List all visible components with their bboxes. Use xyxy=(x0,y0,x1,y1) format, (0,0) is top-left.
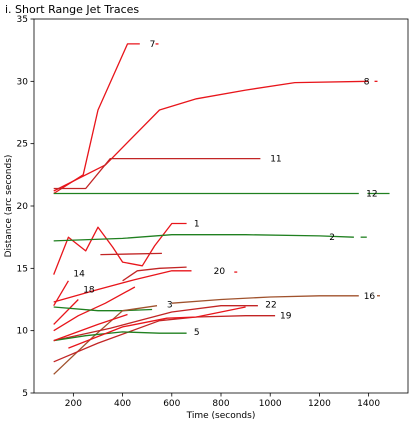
track-label-1: 1 xyxy=(194,219,200,229)
series-line-7 xyxy=(53,43,140,195)
x-tick-label: 1400 xyxy=(357,399,380,409)
series-line-18 xyxy=(53,299,79,325)
chart-title: i. Short Range Jet Traces xyxy=(5,3,139,16)
track-label-2: 2 xyxy=(329,233,335,243)
series-line-green-low xyxy=(53,306,153,312)
y-tick-label: 35 xyxy=(17,15,28,25)
series-line-21 xyxy=(68,306,246,349)
series-line-10 xyxy=(53,286,136,332)
track-label-22: 22 xyxy=(265,300,276,310)
y-tick-label: 25 xyxy=(17,140,28,150)
track-label-8: 8 xyxy=(364,77,370,87)
x-axis: 200 400 600 800 1000 1200 1400 xyxy=(65,393,380,409)
y-tick-label: 20 xyxy=(17,202,29,212)
x-tick-label: 1200 xyxy=(308,399,331,409)
x-tick-label: 200 xyxy=(65,399,82,409)
series-line-4 xyxy=(53,313,128,342)
track-label-12: 12 xyxy=(366,190,377,200)
series-line-2 xyxy=(53,234,354,242)
y-axis-title: Distance (arc seconds) xyxy=(4,155,14,258)
x-tick-label: 400 xyxy=(114,399,131,409)
series-line-6 xyxy=(100,252,162,256)
series-line-8 xyxy=(53,80,369,192)
track-label-18: 18 xyxy=(83,286,95,296)
y-tick-label: 15 xyxy=(17,264,28,274)
series-line-20 xyxy=(53,270,192,303)
series-line-9 xyxy=(122,266,187,282)
series-layer xyxy=(53,43,390,375)
track-label-3: 3 xyxy=(167,300,173,310)
y-tick-label: 10 xyxy=(17,327,29,337)
series-line-1 xyxy=(53,222,187,275)
series-line-14 xyxy=(53,280,69,307)
track-label-16: 16 xyxy=(364,292,376,302)
plot-frame xyxy=(33,18,409,394)
track-label-5: 5 xyxy=(194,328,200,338)
track-label-20: 20 xyxy=(214,267,226,277)
series-line-19 xyxy=(53,315,276,363)
x-tick-label: 800 xyxy=(212,399,229,409)
series-line-22 xyxy=(53,305,258,342)
x-tick-label: 600 xyxy=(163,399,180,409)
series-line-16 xyxy=(171,295,359,304)
series-line-3 xyxy=(53,305,158,375)
series-line-11 xyxy=(53,157,261,190)
series-line-5 xyxy=(53,331,187,342)
x-axis-title: Time (seconds) xyxy=(186,411,256,421)
y-tick-label: 30 xyxy=(17,77,29,87)
x-tick-label: 1000 xyxy=(259,399,282,409)
y-axis: 5 10 15 20 25 30 35 xyxy=(17,15,34,399)
track-label-19: 19 xyxy=(280,312,292,322)
y-tick-label: 5 xyxy=(22,389,28,399)
track-label-11: 11 xyxy=(270,155,281,165)
track-label-14: 14 xyxy=(73,269,85,279)
track-label-7: 7 xyxy=(150,40,156,50)
